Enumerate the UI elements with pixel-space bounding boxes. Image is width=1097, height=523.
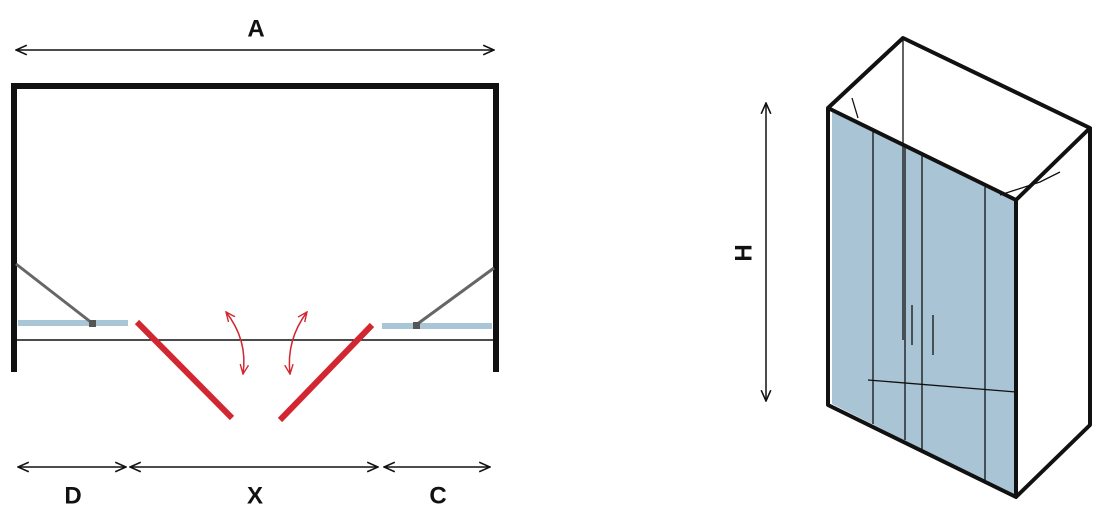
- swing-arrow: [289, 312, 307, 374]
- dimension-label: H: [730, 244, 757, 261]
- support-strut: [415, 266, 495, 327]
- glass-panel: [832, 112, 1016, 496]
- swing-arrow: [226, 312, 244, 374]
- panel-lines: [851, 38, 1061, 480]
- perspective-view: H: [730, 36, 1092, 499]
- support-strut: [15, 262, 93, 325]
- door-leaf: [134, 319, 235, 421]
- enclosure-walls: [11, 83, 499, 372]
- dimension-label: A: [247, 15, 264, 42]
- door-leaf: [277, 322, 375, 423]
- hinge: [89, 320, 96, 327]
- dimension-label: C: [429, 482, 446, 509]
- frame-outline: [826, 36, 1092, 499]
- dimension-label: D: [64, 482, 81, 509]
- hinge: [413, 322, 420, 329]
- plan-view: A D X C: [11, 15, 499, 509]
- dimension-label: X: [247, 482, 263, 509]
